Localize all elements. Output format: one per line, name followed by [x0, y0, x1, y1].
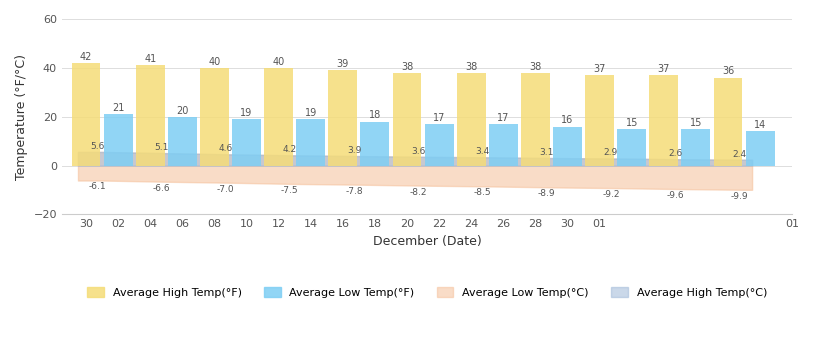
Bar	[489, 124, 518, 165]
Text: 39: 39	[337, 59, 349, 69]
Y-axis label: Temperature (°F/°C): Temperature (°F/°C)	[15, 54, 28, 180]
Text: 4.2: 4.2	[283, 145, 297, 154]
Text: 36: 36	[722, 66, 735, 76]
Text: 16: 16	[561, 115, 574, 125]
Text: 14: 14	[754, 120, 766, 130]
Bar	[521, 73, 549, 165]
Text: -7.8: -7.8	[345, 187, 363, 195]
Text: 19: 19	[241, 108, 252, 118]
Text: 40: 40	[272, 56, 285, 67]
Legend: Average High Temp(°F), Average Low Temp(°F), Average Low Temp(°C), Average High : Average High Temp(°F), Average Low Temp(…	[83, 283, 771, 302]
Bar	[104, 114, 133, 165]
Text: 17: 17	[433, 113, 446, 123]
Text: 15: 15	[626, 118, 638, 128]
Text: 4.6: 4.6	[218, 144, 232, 153]
Text: 3.6: 3.6	[411, 147, 426, 156]
Text: -9.9: -9.9	[730, 192, 748, 201]
Text: -6.6: -6.6	[153, 184, 170, 193]
Text: 41: 41	[144, 54, 156, 64]
Text: 21: 21	[112, 103, 124, 113]
Text: 5.1: 5.1	[154, 143, 168, 152]
Text: 18: 18	[369, 110, 381, 121]
Text: 2.9: 2.9	[603, 148, 618, 157]
Text: 2.4: 2.4	[732, 150, 746, 159]
Bar	[296, 119, 325, 165]
Text: 3.1: 3.1	[540, 148, 554, 157]
Bar	[393, 73, 422, 165]
Text: 40: 40	[208, 56, 221, 67]
Text: 19: 19	[305, 108, 317, 118]
Bar	[618, 129, 647, 165]
Text: -7.5: -7.5	[281, 186, 299, 195]
Text: -9.2: -9.2	[602, 190, 620, 199]
X-axis label: December (Date): December (Date)	[373, 235, 481, 248]
Text: 3.9: 3.9	[347, 146, 361, 155]
Text: -7.0: -7.0	[217, 185, 234, 194]
Text: 20: 20	[176, 105, 188, 115]
Bar	[457, 73, 486, 165]
Text: 2.6: 2.6	[668, 149, 682, 158]
Bar	[329, 70, 357, 165]
Text: 17: 17	[497, 113, 510, 123]
Text: 38: 38	[530, 62, 541, 72]
Text: 37: 37	[657, 64, 670, 74]
Bar	[714, 77, 743, 165]
Bar	[200, 68, 229, 165]
Bar	[232, 119, 261, 165]
Text: 37: 37	[593, 64, 606, 74]
Text: -8.9: -8.9	[538, 189, 555, 198]
Bar	[681, 129, 710, 165]
Text: -9.6: -9.6	[666, 191, 684, 200]
Text: -8.2: -8.2	[409, 188, 427, 197]
Bar	[71, 63, 100, 165]
Text: 5.6: 5.6	[90, 142, 105, 151]
Bar	[168, 117, 197, 165]
Bar	[553, 126, 582, 165]
Bar	[585, 75, 614, 165]
Bar	[136, 66, 164, 165]
Text: 15: 15	[690, 118, 702, 128]
Text: 42: 42	[80, 52, 92, 62]
Text: 38: 38	[401, 62, 413, 72]
Bar	[425, 124, 453, 165]
Text: 3.4: 3.4	[476, 147, 490, 156]
Bar	[360, 122, 389, 165]
Bar	[745, 131, 774, 165]
Bar	[649, 75, 678, 165]
Bar	[264, 68, 293, 165]
Text: -8.5: -8.5	[474, 188, 491, 197]
Text: -6.1: -6.1	[89, 182, 106, 191]
Text: 38: 38	[465, 62, 477, 72]
